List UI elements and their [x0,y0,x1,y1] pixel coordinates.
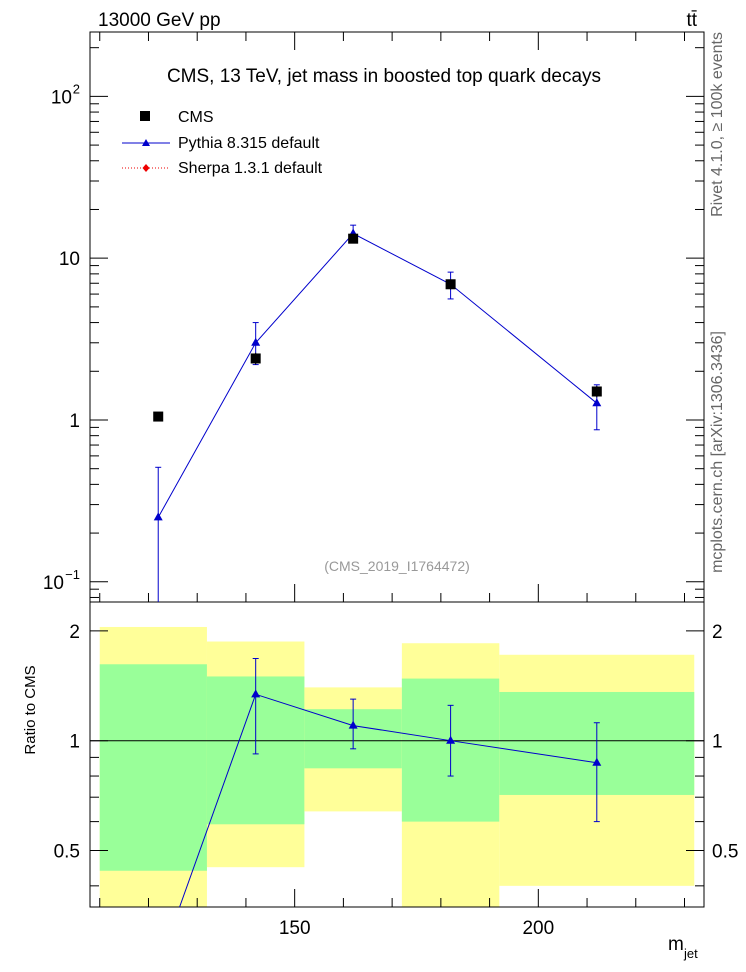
ratio-uncertainty-bands [99,626,695,907]
cms-point [591,386,602,397]
plot-title: CMS, 13 TeV, jet mass in boosted top qua… [167,66,601,87]
cms-point [445,279,456,290]
ratio-ylabel: Ratio to CMS [22,665,39,754]
pythia-point [592,398,602,407]
mcplots-label: mcplots.cern.ch [arXiv:1306.3436] [709,331,726,573]
cms-point [250,353,261,364]
legend-sherpa-marker [142,164,150,172]
main-ytick-exponent: −1 [65,567,80,582]
xlabel-main: m [668,934,684,955]
ratio-plot-frame [89,601,705,908]
ratio-ytick-label-left: 2 [69,622,80,643]
xlabel-sub: jet [683,946,698,961]
pythia-point [153,512,163,521]
cms-point [153,411,164,422]
ratio-axes: 0.5 0.5 1 1 2 2 150 200 [54,622,739,939]
analysis-tag: (CMS_2019_I1764472) [324,558,470,574]
ratio-ytick-label-right: 1 [712,732,723,753]
ratio-ytick-label-left: 1 [69,732,80,753]
legend-cms-marker [140,111,150,121]
legend-pythia-marker [142,139,150,146]
ratio-pythia-point [251,689,261,698]
energy-label: 13000 GeV pp [98,10,221,31]
legend-pythia-label: Pythia 8.315 default [178,135,320,152]
main-data-layer [153,224,602,602]
main-ytick-exponent: 2 [73,81,80,96]
ratio-ytick-label-left: 0.5 [54,841,80,862]
ratio-data-layer [179,658,602,908]
rivet-label: Rivet 4.1.0, ≥ 100k events [709,32,726,217]
ratio-ytick-label-right: 2 [712,622,723,643]
ratio-pythia-point [592,757,602,766]
main-ytick-label: 10 [59,249,80,270]
pythia-point [251,337,261,346]
legend-sherpa-label: Sherpa 1.3.1 default [178,160,323,177]
main-ytick-label: 10 [43,573,64,594]
legend-cms-label: CMS [178,109,214,126]
band-inner-0 [99,664,207,871]
main-ytick-label: 1 [69,411,80,432]
cms-point [348,233,359,244]
ratio-ytick-label-right: 0.5 [712,841,738,862]
ratio-pythia-point [446,735,456,744]
ratio-pythia-point [348,720,358,729]
ratio-xtick-label: 200 [522,918,554,939]
x-axis-label: m jet [668,934,698,961]
pythia-line [157,232,598,518]
main-ytick-label: 10 [51,87,72,108]
process-label: tt̄ [686,10,697,31]
legend: CMS Pythia 8.315 default Sherpa 1.3.1 de… [122,109,323,177]
ratio-xtick-label: 150 [279,918,311,939]
